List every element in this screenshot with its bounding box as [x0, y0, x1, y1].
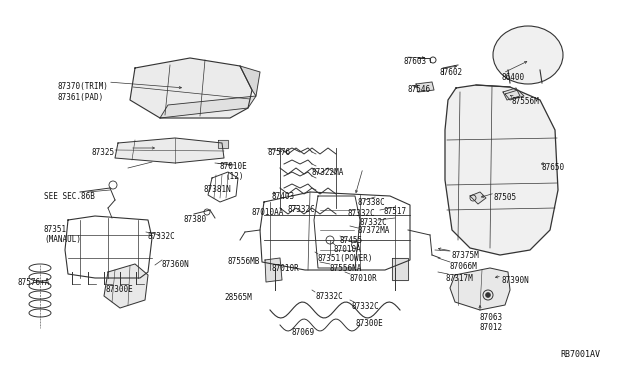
Text: 87556MB: 87556MB [228, 257, 260, 266]
Text: 87317M: 87317M [446, 274, 474, 283]
Polygon shape [265, 258, 282, 282]
Polygon shape [445, 85, 558, 255]
Text: 87066M: 87066M [450, 262, 477, 271]
Polygon shape [450, 268, 510, 310]
Text: 87012: 87012 [479, 323, 502, 332]
Polygon shape [115, 138, 224, 163]
Text: 87300E: 87300E [355, 319, 383, 328]
Text: 87375M: 87375M [452, 251, 480, 260]
Text: 87010R: 87010R [350, 274, 378, 283]
Text: 87370(TRIM): 87370(TRIM) [57, 82, 108, 91]
Polygon shape [503, 88, 520, 100]
Text: RB7001AV: RB7001AV [560, 350, 600, 359]
Text: 86400: 86400 [502, 73, 525, 82]
Polygon shape [416, 82, 434, 92]
Text: 87603: 87603 [403, 57, 426, 66]
Text: 87360N: 87360N [162, 260, 189, 269]
Polygon shape [160, 96, 256, 118]
Text: 87576: 87576 [267, 148, 290, 157]
Polygon shape [392, 258, 408, 280]
Polygon shape [104, 264, 148, 308]
Text: 87390N: 87390N [501, 276, 529, 285]
Text: 87069: 87069 [291, 328, 314, 337]
Text: 87063: 87063 [480, 313, 503, 322]
Text: 87361(PAD): 87361(PAD) [57, 93, 103, 102]
Polygon shape [218, 140, 228, 148]
Text: 87455: 87455 [340, 236, 363, 245]
Text: 87010AA: 87010AA [252, 208, 284, 217]
Text: 87332C: 87332C [360, 218, 388, 227]
Text: 87325: 87325 [92, 148, 115, 157]
Circle shape [486, 292, 490, 298]
Text: 87602: 87602 [440, 68, 463, 77]
Text: 87010R: 87010R [272, 264, 300, 273]
Polygon shape [470, 192, 486, 204]
Text: (12): (12) [225, 172, 243, 181]
Text: 87332C: 87332C [352, 302, 380, 311]
Text: 87332C: 87332C [315, 292, 343, 301]
Text: 87322MA: 87322MA [312, 168, 344, 177]
Text: 87332C: 87332C [348, 209, 376, 218]
Ellipse shape [493, 26, 563, 84]
Text: 87576+A: 87576+A [18, 278, 51, 287]
Text: (MANAUL): (MANAUL) [44, 235, 81, 244]
Text: 87546: 87546 [408, 85, 431, 94]
Text: SEE SEC.86B: SEE SEC.86B [44, 192, 95, 201]
Text: 87338C: 87338C [358, 198, 386, 207]
Text: 87556M: 87556M [512, 97, 540, 106]
Text: 87332C: 87332C [148, 232, 176, 241]
Text: 87351: 87351 [44, 225, 67, 234]
Polygon shape [505, 90, 524, 100]
Polygon shape [240, 66, 260, 96]
Text: 87505: 87505 [494, 193, 517, 202]
Polygon shape [130, 58, 252, 118]
Text: 87650: 87650 [542, 163, 565, 172]
Text: 87556NA: 87556NA [330, 264, 362, 273]
Text: 87380: 87380 [183, 215, 206, 224]
Text: 87381N: 87381N [203, 185, 231, 194]
Text: 87372MA: 87372MA [358, 226, 390, 235]
Text: 87300E: 87300E [105, 285, 132, 294]
Text: 87010E: 87010E [220, 162, 248, 171]
Text: 28565M: 28565M [224, 293, 252, 302]
Text: 87403: 87403 [272, 192, 295, 201]
Text: 87351(POWER): 87351(POWER) [317, 254, 372, 263]
Text: 87517: 87517 [384, 207, 407, 216]
Text: 87332C: 87332C [288, 205, 316, 214]
Text: 87010A: 87010A [334, 245, 362, 254]
